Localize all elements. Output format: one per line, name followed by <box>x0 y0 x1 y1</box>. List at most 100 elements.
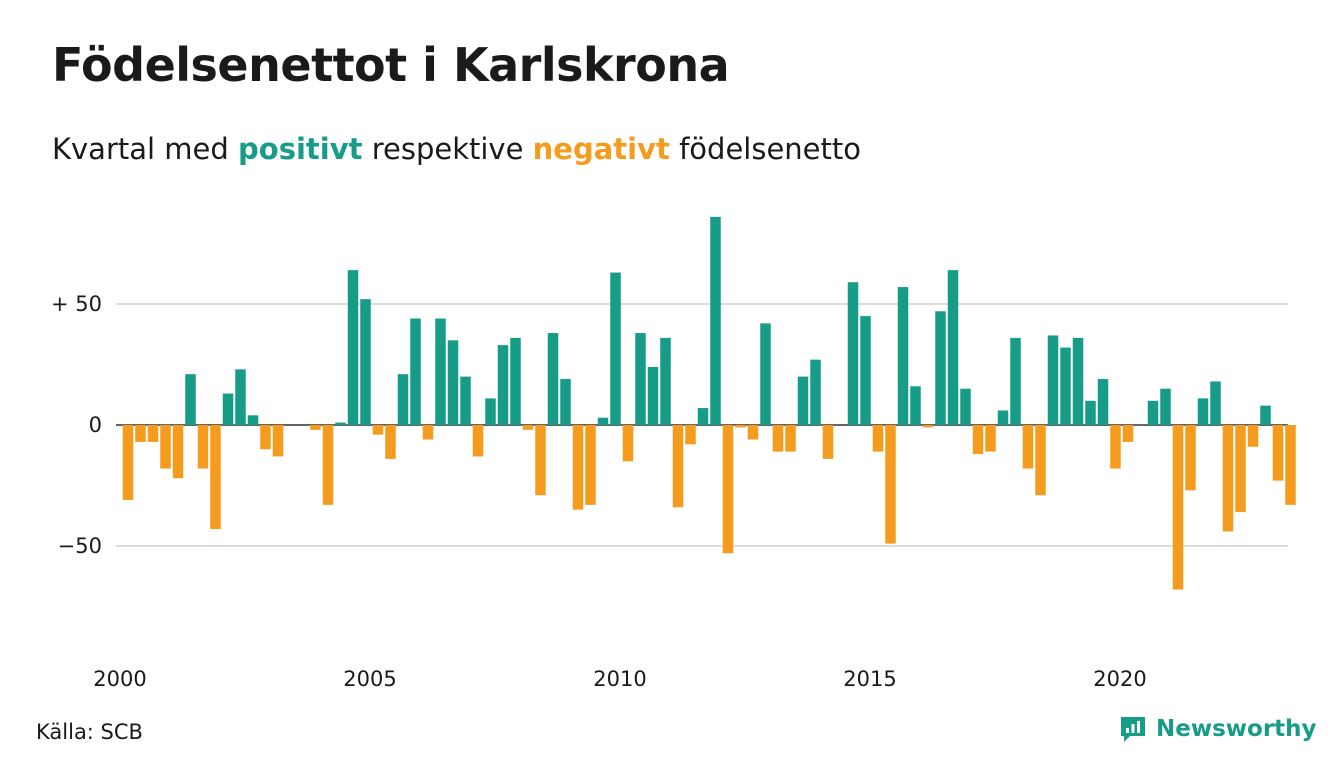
bar-2003-k4 <box>310 425 321 430</box>
bar-2008-k4 <box>560 379 571 425</box>
bar-2010-k3 <box>647 366 659 425</box>
bar-2008-k1 <box>522 425 534 430</box>
bar-2020-k3 <box>1147 400 1159 425</box>
bar-2012-k4 <box>760 323 771 425</box>
bar-2015-k4 <box>910 386 921 425</box>
bar-2013-k1 <box>772 425 784 452</box>
bar-2015-k3 <box>897 287 909 425</box>
bar-2012-k2 <box>735 425 746 428</box>
bar-2010-k1 <box>622 425 634 462</box>
bar-2016-k3 <box>947 270 959 425</box>
subtitle-text-middle: respektive <box>362 132 533 166</box>
bar-2006-k3 <box>447 340 459 425</box>
bar-2013-k4 <box>810 359 821 425</box>
bar-2007-k3 <box>497 345 509 425</box>
bar-2002-k2 <box>235 369 246 425</box>
bar-2003-k1 <box>272 425 284 457</box>
subtitle-text-end: födelsenetto <box>669 132 861 166</box>
x-tick-label: 2005 <box>343 667 396 691</box>
bars <box>122 216 1296 590</box>
source-note: Källa: SCB <box>36 720 143 744</box>
bar-2007-k2 <box>485 398 496 425</box>
bar-2016-k1 <box>922 425 934 428</box>
bar-2004-k1 <box>322 425 334 505</box>
bar-2011-k4 <box>710 216 721 425</box>
bar-2019-k1 <box>1072 337 1084 425</box>
bar-2018-k3 <box>1047 335 1059 425</box>
subtitle-positive-label: positivt <box>238 132 363 166</box>
bar-2001-k2 <box>185 374 196 425</box>
bar-2005-k3 <box>397 374 409 425</box>
bar-2001-k3 <box>197 425 209 469</box>
bar-2017-k3 <box>997 410 1009 425</box>
bar-2021-k4 <box>1210 381 1221 425</box>
bar-2022-k4 <box>1260 405 1271 425</box>
bar-2000-k3 <box>147 425 159 442</box>
bar-2012-k1 <box>722 425 734 554</box>
y-tick-label: 0 <box>89 413 102 437</box>
bar-2002-k3 <box>247 415 259 425</box>
bar-2010-k2 <box>635 333 646 425</box>
bar-2006-k2 <box>435 318 446 425</box>
bar-2017-k4 <box>1010 337 1021 425</box>
bar-2022-k2 <box>1235 425 1246 513</box>
bar-2021-k3 <box>1197 398 1209 425</box>
bar-2016-k2 <box>935 311 946 425</box>
bar-2015-k1 <box>872 425 884 452</box>
bar-2002-k4 <box>260 425 271 450</box>
bar-2014-k4 <box>860 316 871 425</box>
bar-2017-k2 <box>985 425 996 452</box>
bar-2000-k2 <box>135 425 146 442</box>
bar-2011-k1 <box>672 425 684 508</box>
x-tick-label: 2015 <box>843 667 896 691</box>
chart-subtitle: Kvartal med positivt respektive negativt… <box>52 132 861 166</box>
bar-2013-k3 <box>797 376 809 425</box>
bar-2007-k4 <box>510 337 521 425</box>
bar-2022-k3 <box>1247 425 1259 447</box>
brand-name: Newsworthy <box>1156 716 1317 742</box>
brand-logo[interactable]: Newsworthy <box>1118 714 1317 744</box>
bar-2018-k4 <box>1060 347 1071 425</box>
bar-2004-k2 <box>335 422 346 425</box>
bar-2017-k1 <box>972 425 984 455</box>
bar-2001-k1 <box>172 425 184 479</box>
bar-2011-k2 <box>685 425 696 445</box>
bar-2014-k1 <box>822 425 834 459</box>
bar-2020-k4 <box>1160 388 1171 425</box>
bar-2012-k3 <box>747 425 759 440</box>
bar-2000-k4 <box>160 425 171 469</box>
bar-2006-k1 <box>422 425 434 440</box>
newsworthy-logo-icon <box>1121 717 1145 742</box>
subtitle-text-start: Kvartal med <box>52 132 239 166</box>
bar-2019-k3 <box>1097 379 1109 425</box>
bar-2009-k3 <box>597 417 609 425</box>
bar-2009-k4 <box>610 272 621 425</box>
y-tick-label: + 50 <box>51 292 102 316</box>
x-tick-label: 2010 <box>593 667 646 691</box>
bar-2006-k4 <box>460 376 471 425</box>
bar-2008-k3 <box>547 333 559 425</box>
bar-2013-k2 <box>785 425 796 452</box>
x-axis: 2000 2005 2010 2015 2020 <box>93 667 1146 691</box>
bar-2009-k2 <box>585 425 596 505</box>
bar-2018-k2 <box>1035 425 1046 496</box>
bar-2022-k1 <box>1222 425 1234 532</box>
bar-2016-k4 <box>960 388 971 425</box>
bar-2021-k2 <box>1185 425 1196 491</box>
bar-2010-k4 <box>660 337 671 425</box>
bar-2021-k1 <box>1172 425 1184 590</box>
bar-2005-k1 <box>372 425 384 435</box>
bar-2000-k1 <box>122 425 134 501</box>
bar-2023-k2 <box>1285 425 1296 505</box>
bar-2005-k4 <box>410 318 421 425</box>
bar-2023-k1 <box>1272 425 1284 481</box>
bar-2005-k2 <box>385 425 396 459</box>
bar-2002-k1 <box>222 393 234 425</box>
chart-title: Födelsenettot i Karlskrona <box>52 38 730 92</box>
x-tick-label: 2000 <box>93 667 146 691</box>
bar-2001-k4 <box>210 425 221 530</box>
subtitle-negative-label: negativt <box>532 132 670 166</box>
bar-2004-k4 <box>360 299 371 425</box>
bar-2008-k2 <box>535 425 546 496</box>
